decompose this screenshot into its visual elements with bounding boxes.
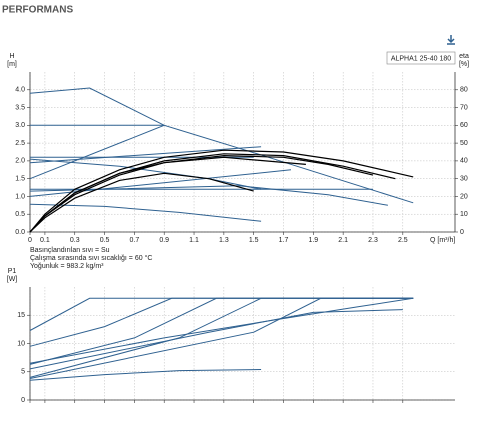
x-tick-label: 1.7 [279, 237, 289, 244]
y2-axis-label: [%] [459, 61, 469, 68]
series-line [29, 369, 262, 381]
y2-tick-label: 20 [460, 193, 468, 200]
y-axis-label: [m] [7, 61, 17, 68]
download-icon[interactable] [447, 35, 455, 45]
series-line [29, 169, 292, 197]
y-tick-label: 1.0 [15, 193, 25, 200]
x-tick-label: 0.1 [40, 237, 50, 244]
series-line [29, 297, 414, 331]
y-tick-label: 3.5 [15, 104, 25, 111]
x-tick-label: 0.9 [159, 237, 169, 244]
series-line [29, 156, 306, 233]
y-tick-label: 1.5 [15, 176, 25, 183]
y-tick-label: 15 [17, 312, 25, 319]
note: Yoğunluk = 983.2 kg/m³ [30, 263, 104, 270]
y-tick-label: 3.0 [15, 122, 25, 129]
page-title: PERFORMANS [2, 5, 73, 16]
x-tick-label: 2.1 [338, 237, 348, 244]
y2-tick-label: 80 [460, 87, 468, 94]
y-axis-label: P1 [8, 268, 17, 275]
series-line [29, 297, 414, 378]
y2-tick-label: 10 [460, 211, 468, 218]
series-line [29, 87, 414, 204]
series-line [29, 297, 414, 379]
y-tick-label: 0 [21, 397, 25, 404]
x-tick-label: 0 [28, 237, 32, 244]
series-line [29, 146, 262, 164]
note: Basınçlandırılan sıvı = Su [30, 247, 110, 254]
x-tick-label: 1.5 [249, 237, 259, 244]
x-tick-label: 1.3 [219, 237, 229, 244]
series-line [29, 309, 403, 370]
x-tick-label: 2.5 [398, 237, 408, 244]
x-tick-label: 1.9 [308, 237, 318, 244]
y-tick-label: 0.0 [15, 229, 25, 236]
y2-axis-label: eta [459, 53, 469, 60]
note: Çalışma sırasında sıvı sıcaklığı = 60 °C [30, 254, 152, 262]
y2-tick-label: 30 [460, 176, 468, 183]
series-line [29, 124, 165, 180]
legend-label: ALPHA1 25-40 180 [391, 55, 451, 62]
y2-tick-label: 60 [460, 122, 468, 129]
y-tick-label: 4.0 [15, 87, 25, 94]
y-tick-label: 5 [21, 369, 25, 376]
y2-tick-label: 40 [460, 158, 468, 165]
y-axis-label: [W] [7, 276, 18, 283]
x-tick-label: 0.7 [130, 237, 140, 244]
series-line [29, 158, 262, 190]
series-line [29, 149, 414, 233]
x-tick-label: 2.3 [368, 237, 378, 244]
x-tick-label: 1.1 [189, 237, 199, 244]
series-line [29, 185, 388, 206]
y-tick-label: 2.5 [15, 140, 25, 147]
series-line [29, 203, 262, 222]
y-tick-label: 10 [17, 340, 25, 347]
y2-tick-label: 70 [460, 104, 468, 111]
x-tick-label: 0.3 [70, 237, 80, 244]
y2-tick-label: 0 [460, 229, 464, 236]
y2-tick-label: 50 [460, 140, 468, 147]
x-tick-label: 0.5 [100, 237, 110, 244]
series-line [29, 297, 414, 364]
y-axis-label: H [9, 53, 14, 60]
series-line [29, 172, 254, 233]
y-tick-label: 2.0 [15, 158, 25, 165]
series-line [29, 153, 396, 233]
legend-box [386, 51, 456, 65]
y-tick-label: 0.5 [15, 211, 25, 218]
x-axis-label: Q [m³/h] [430, 237, 455, 244]
